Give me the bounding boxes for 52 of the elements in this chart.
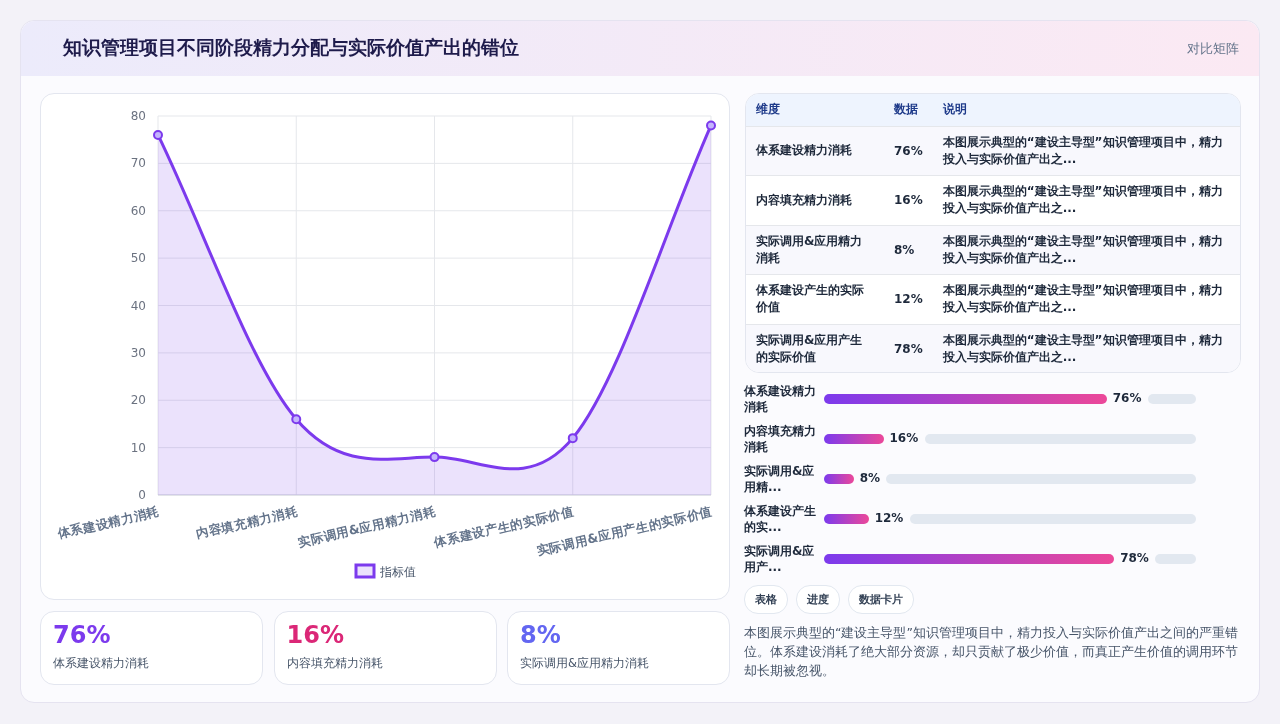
bar xyxy=(824,554,1115,564)
category-label: 实际调用&应用精力消耗 xyxy=(755,232,864,267)
text: 进度 xyxy=(796,585,840,614)
text: 76% xyxy=(53,621,111,649)
table-row: 实际调用&应用精力消耗 8% 本图展示典型的“建设主导型”知识管理项目中，精力投入与实际价值产出之... xyxy=(746,225,1240,275)
text: 8% xyxy=(520,621,561,649)
point xyxy=(706,120,716,131)
bar xyxy=(824,514,869,524)
y-tick-label: 0 xyxy=(138,488,146,502)
table-row: 体系建设精力消耗 76% 本图展示典型的“建设主导型”知识管理项目中，精力投入与实际价值产出之... xyxy=(746,126,1240,176)
y-tick-label: 30 xyxy=(130,345,146,360)
data-label: 78% xyxy=(1120,551,1149,565)
y-tick-label: 内容填充精力消耗 xyxy=(744,423,817,455)
category-label: 体系建设精力消耗 xyxy=(755,142,853,160)
y-tick-label: 40 xyxy=(130,298,146,313)
y-tick-label: 体系建设精力消耗 xyxy=(744,383,817,415)
text: 数据卡片 xyxy=(848,585,914,614)
x-tick-label: 内容填充精力消耗 xyxy=(194,503,299,542)
text: 对比矩阵 xyxy=(1187,40,1239,58)
y-tick-label: 体系建设产生的实... xyxy=(744,503,817,535)
data-label: 16% xyxy=(889,431,919,445)
y-tick-label: 10 xyxy=(130,440,146,455)
text: 说明 xyxy=(941,101,968,119)
y-tick-label: 实际调用&应用产... xyxy=(744,543,816,575)
category-label: 体系建设产生的实际价值 xyxy=(755,282,865,317)
text: 本图展示典型的“建设主导型”知识管理项目中，精力投入与实际价值产出之间的严重错位。体系建设消耗了绝大部分资源，却只贡献了极少价值，而真正产生价值的调用环节却长期被忽视。 xyxy=(744,624,1239,680)
y-tick-label: 50 xyxy=(130,251,146,266)
text: 数据 xyxy=(893,101,919,119)
legend-label: 指标值 xyxy=(379,565,416,579)
category-label: 内容填充精力消耗 xyxy=(286,656,383,671)
category-label: 内容填充精力消耗 xyxy=(755,191,853,209)
y-tick-label: 60 xyxy=(130,203,146,218)
text: 知识管理项目不同阶段精力分配与实际价值产出的错位 xyxy=(63,35,519,60)
text: 维度 xyxy=(755,101,781,119)
y-tick-label: 70 xyxy=(130,156,146,171)
point xyxy=(567,433,578,444)
category-label: 实际调用&应用产生的实际价值 xyxy=(755,332,864,366)
y-tick-label: 实际调用&应用精... xyxy=(744,463,816,495)
point xyxy=(153,129,163,140)
data-label: 76% xyxy=(1112,391,1142,405)
bar xyxy=(824,434,884,444)
data-label: 12% xyxy=(874,511,904,525)
point xyxy=(429,452,440,463)
y-tick-label: 80 xyxy=(130,109,146,123)
table-row: 实际调用&应用产生的实际价值 78% 本图展示典型的“建设主导型”知识管理项目中，精力投入与实际价值产出之... xyxy=(746,324,1240,372)
text: 表格 xyxy=(744,585,788,614)
text: 16% xyxy=(286,621,344,649)
point xyxy=(291,414,302,425)
y-tick-label: 20 xyxy=(130,393,146,408)
data-label: 8% xyxy=(859,471,881,485)
category-label: 实际调用&应用精力消耗 xyxy=(520,656,649,671)
bar xyxy=(824,394,1107,404)
